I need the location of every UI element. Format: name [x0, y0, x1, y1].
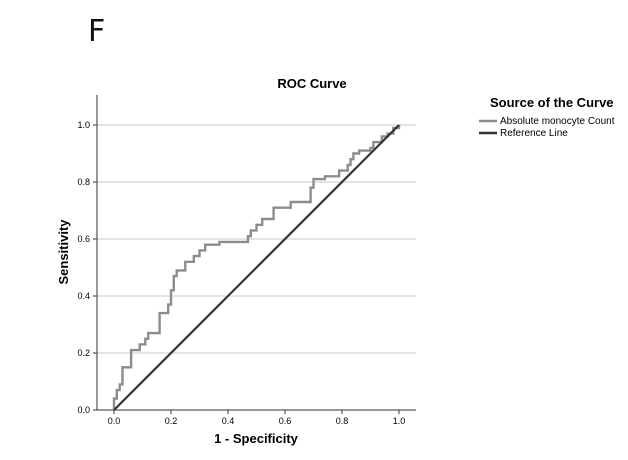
- x-axis-title: 1 - Specificity: [214, 431, 299, 446]
- roc-curve-absolute-monocyte: [112, 125, 401, 410]
- y-axis-title: Sensitivity: [56, 219, 71, 285]
- y-tick-label: 1.0: [77, 120, 90, 130]
- x-tick-label: 1.0: [393, 416, 406, 426]
- legend-label-absolute-monocyte: Absolute monocyte Count: [500, 116, 615, 127]
- grid-lines: [97, 124, 416, 354]
- legend-label-reference-line: Reference Line: [500, 128, 568, 139]
- panel-label: F: [88, 14, 106, 49]
- y-tick-label: 0.6: [77, 234, 90, 244]
- legend-title: Source of the Curve: [490, 95, 614, 110]
- x-tick-label: 0.0: [108, 416, 121, 426]
- y-tick-label: 0.8: [77, 177, 90, 187]
- axis-ticks: 0.0 0.2 0.4 0.6 0.8 1.0 0.0 0.2 0.4 0.6 0.8 1.0: [77, 120, 405, 426]
- x-tick-label: 0.2: [165, 416, 178, 426]
- y-tick-label: 0.2: [77, 348, 90, 358]
- y-tick-label: 0.4: [77, 291, 90, 301]
- chart-title: ROC Curve: [277, 76, 346, 91]
- y-tick-label: 0.0: [77, 405, 90, 415]
- x-tick-label: 0.4: [222, 416, 235, 426]
- series-lines: [112, 124, 401, 411]
- x-tick-label: 0.8: [336, 416, 349, 426]
- reference-line: [113, 124, 400, 411]
- legend: Source of the Curve Absolute monocyte Co…: [479, 95, 615, 139]
- x-tick-label: 0.6: [279, 416, 292, 426]
